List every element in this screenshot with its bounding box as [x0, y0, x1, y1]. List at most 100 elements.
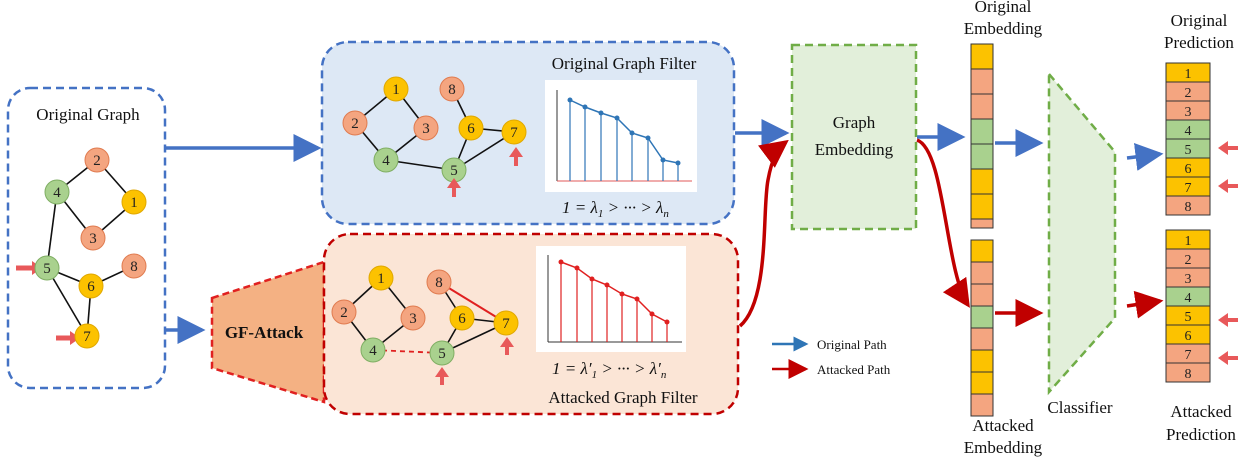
svg-text:4: 4	[53, 185, 61, 201]
svg-text:6: 6	[87, 279, 95, 295]
original-embedding-vector	[970, 43, 994, 229]
svg-text:7: 7	[502, 316, 510, 332]
svg-text:1: 1	[392, 82, 400, 98]
graph-node: 1	[121, 189, 147, 215]
graph-node: 7	[74, 323, 100, 349]
graph-embedding-line2: Embedding	[815, 140, 894, 159]
graph-node: 4	[360, 337, 386, 363]
attacked-embedding-line1: Attacked	[972, 416, 1034, 435]
classifier-block: Classifier	[1047, 70, 1117, 417]
gf-attack-block: GF-Attack	[210, 260, 326, 404]
attacked-eigen-formula: 1 = λ′1 > ··· > λ′n	[552, 359, 667, 381]
svg-text:8: 8	[130, 259, 138, 275]
svg-text:1: 1	[130, 195, 138, 211]
legend-attacked-path: Attacked Path	[817, 362, 891, 377]
prediction-row: 1	[1165, 229, 1211, 250]
graph-node: 2	[84, 147, 110, 173]
graph-node: 4	[373, 147, 399, 173]
svg-text:1: 1	[1185, 234, 1192, 249]
original-embedding-line1: Original	[975, 0, 1032, 16]
prediction-row: 7	[1165, 343, 1211, 364]
original-filter-title: Original Graph Filter	[552, 54, 697, 73]
attack-arrow-icon	[435, 367, 449, 377]
svg-text:4: 4	[1185, 291, 1192, 306]
attack-arrow-icon	[509, 147, 523, 157]
original-embedding-line2: Embedding	[964, 19, 1043, 38]
svg-text:1: 1	[377, 271, 385, 287]
original-prediction-line1: Original	[1171, 11, 1228, 30]
graph-node: 1	[368, 265, 394, 291]
svg-text:7: 7	[83, 329, 91, 345]
prediction-row: 1	[1165, 62, 1211, 83]
original-filter-panel: Original Graph Filter 1 2 3 4 5 6 7 8	[320, 40, 736, 226]
original-eigen-formula: 1 = λ1 > ··· > λn	[562, 198, 669, 220]
prediction-row: 2	[1165, 248, 1211, 269]
svg-text:5: 5	[450, 163, 458, 179]
svg-text:6: 6	[467, 121, 475, 137]
graph-node: 3	[80, 225, 106, 251]
svg-text:3: 3	[1185, 272, 1192, 287]
svg-text:3: 3	[89, 231, 97, 247]
svg-text:2: 2	[351, 116, 359, 132]
prediction-row: 7	[1165, 176, 1211, 197]
original-graph-title: Original Graph	[36, 105, 140, 124]
graph-node: 8	[439, 76, 465, 102]
svg-text:7: 7	[510, 125, 518, 141]
prediction-row: 6	[1165, 324, 1211, 345]
graph-node: 7	[501, 119, 527, 145]
attack-arrow-icon	[1218, 179, 1228, 193]
svg-text:7: 7	[1185, 348, 1192, 363]
graph-node: 5	[34, 255, 60, 281]
svg-text:3: 3	[422, 121, 430, 137]
original-graph-nodes: 2 1 4 3 5 8 6 7	[34, 147, 147, 349]
prediction-row: 8	[1165, 362, 1211, 383]
prediction-row: 3	[1165, 267, 1211, 288]
original-path-arrow	[1126, 143, 1164, 171]
graph-node: 8	[426, 269, 452, 295]
attacked-path-arrow	[738, 139, 789, 328]
graph-embedding-block: Graph Embedding	[790, 43, 918, 231]
graph-node: 5	[441, 157, 467, 183]
attack-arrow-icon	[1218, 313, 1228, 327]
svg-text:5: 5	[1185, 143, 1192, 158]
attack-arrow-icon	[1218, 141, 1228, 155]
svg-text:5: 5	[438, 346, 446, 362]
svg-text:3: 3	[1185, 105, 1192, 120]
graph-node: 6	[78, 273, 104, 299]
svg-text:8: 8	[1185, 200, 1192, 215]
attack-arrow-icon	[500, 337, 514, 347]
svg-text:2: 2	[340, 305, 348, 321]
graph-node: 1	[383, 76, 409, 102]
svg-text:6: 6	[458, 311, 466, 327]
svg-text:4: 4	[369, 343, 377, 359]
svg-text:8: 8	[435, 275, 443, 291]
graph-node: 8	[121, 253, 147, 279]
attacked-prediction-line1: Attacked	[1170, 402, 1232, 421]
attacked-filter-title: Attacked Graph Filter	[548, 388, 698, 407]
svg-text:2: 2	[1185, 86, 1192, 101]
prediction-row: 4	[1165, 286, 1211, 307]
svg-text:5: 5	[1185, 310, 1192, 325]
prediction-row: 8	[1165, 195, 1211, 216]
svg-text:6: 6	[1185, 162, 1192, 177]
svg-text:4: 4	[382, 153, 390, 169]
prediction-row: 6	[1165, 157, 1211, 178]
prediction-row: 3	[1165, 100, 1211, 121]
graph-node: 6	[449, 305, 475, 331]
svg-text:3: 3	[409, 311, 417, 327]
attack-arrow-icon	[1218, 351, 1228, 365]
original-prediction-table: 1 2 3 4 5 6 7 8	[1165, 62, 1211, 216]
svg-text:8: 8	[1185, 367, 1192, 382]
original-prediction-line2: Prediction	[1164, 33, 1234, 52]
attacked-filter-panel: 1 2 3 4 5 6 7 8	[322, 232, 740, 416]
graph-node: 7	[493, 310, 519, 336]
prediction-row: 5	[1165, 305, 1211, 326]
attacked-path-arrow	[916, 138, 970, 308]
attacked-spectrum-plot	[536, 246, 686, 352]
svg-text:6: 6	[1185, 329, 1192, 344]
graph-node: 3	[413, 115, 439, 141]
classifier-label: Classifier	[1047, 398, 1112, 417]
svg-text:2: 2	[1185, 253, 1192, 268]
svg-text:5: 5	[43, 261, 51, 277]
attacked-embedding-line2: Embedding	[964, 438, 1043, 457]
